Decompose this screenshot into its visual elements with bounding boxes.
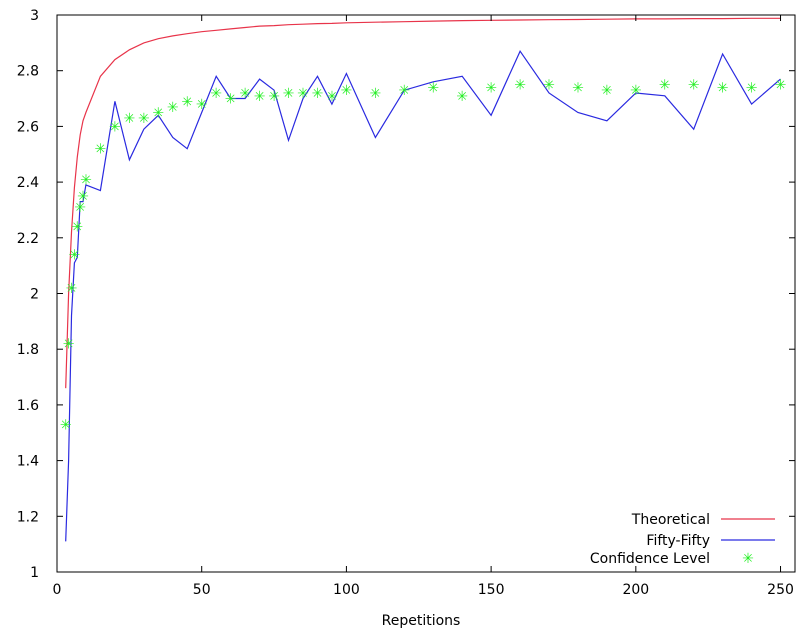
data-point-confidence-level: ✳: [77, 189, 89, 205]
data-point-confidence-level: ✳: [398, 83, 410, 99]
x-tick-label: 50: [193, 582, 211, 598]
legend: Theoretical Fifty-Fifty Confidence Level ✳: [590, 512, 775, 567]
x-tick-label: 0: [53, 582, 62, 598]
y-tick-label: 1.6: [17, 398, 39, 414]
plot-frame: [56, 14, 796, 573]
y-tick-label: 1.2: [17, 509, 39, 525]
legend-label: Confidence Level: [590, 551, 710, 567]
data-point-confidence-level: ✳: [196, 97, 208, 113]
data-point-confidence-level: ✳: [514, 78, 526, 94]
legend-label: Fifty-Fifty: [646, 533, 710, 549]
data-point-confidence-level: ✳: [543, 78, 555, 94]
data-point-confidence-level: ✳: [71, 220, 83, 236]
data-point-confidence-level: ✳: [66, 281, 78, 297]
data-point-confidence-level: ✳: [95, 142, 107, 158]
series-line-theoretical: [65, 17, 781, 389]
data-point-confidence-level: ✳: [74, 200, 86, 216]
data-point-confidence-level: ✳: [746, 80, 758, 96]
data-point-confidence-level: ✳: [326, 89, 338, 105]
data-point-confidence-level: ✳: [659, 78, 671, 94]
legend-label: Theoretical: [631, 512, 710, 528]
data-point-confidence-level: ✳: [312, 86, 324, 102]
x-axis-title: Repetitions: [382, 613, 461, 629]
data-point-confidence-level: ✳: [268, 89, 280, 105]
x-tick-label: 150: [478, 582, 505, 598]
data-point-confidence-level: ✳: [254, 89, 266, 105]
data-point-confidence-level: ✳: [239, 86, 251, 102]
y-tick-label: 2.2: [17, 231, 39, 247]
data-point-confidence-level: ✳: [572, 80, 584, 96]
data-point-confidence-level: ✳: [297, 86, 309, 102]
data-point-confidence-level: ✳: [60, 417, 72, 433]
series-line-fifty-fifty: [65, 49, 781, 542]
data-point-confidence-level: ✳: [283, 86, 295, 102]
data-point-confidence-level: ✳: [167, 100, 179, 116]
data-point-confidence-level: ✳: [456, 89, 468, 105]
data-point-confidence-level: ✳: [630, 83, 642, 99]
x-tick-label: 100: [333, 582, 360, 598]
data-point-confidence-level: ✳: [341, 83, 353, 99]
data-point-confidence-level: ✳: [138, 111, 150, 127]
data-point-confidence-level: ✳: [68, 248, 80, 264]
series-layer: ✳✳✳✳✳✳✳✳✳✳✳ ✳ ✳ ✳ ✳ ✳✳ ✳ ✳ ✳ ✳ ✳ ✳ ✳ ✳ ✳ ✳ ✳ ✳✳✳ ✳ ✳ ✳ ✳ ✳ ✳ ✳ ✳ ✳…: [60, 17, 787, 542]
data-point-confidence-level: ✳: [123, 111, 135, 127]
data-point-confidence-level: ✳: [80, 172, 92, 188]
data-point-confidence-level: ✳: [717, 80, 729, 96]
y-tick-label: 2.4: [17, 175, 39, 191]
data-point-confidence-level: ✳: [369, 86, 381, 102]
y-tick-label: 1.4: [17, 454, 39, 470]
y-tick-label: 2: [30, 287, 39, 303]
data-point-confidence-level: ✳: [775, 78, 787, 94]
data-point-confidence-level: ✳: [688, 78, 700, 94]
x-tick-label: 250: [767, 582, 794, 598]
data-point-confidence-level: ✳: [601, 83, 613, 99]
y-tick-label: 2.8: [17, 64, 39, 80]
data-point-confidence-level: ✳: [210, 86, 222, 102]
y-tick-label: 3: [30, 8, 39, 24]
data-point-confidence-level: ✳: [152, 105, 164, 121]
ticks-layer: 0 50 100 150 200 250 1 1.2 1.4 1.6 1.8 2 2.2 2.4 2.6 2.…: [17, 8, 795, 598]
data-point-confidence-level: ✳: [109, 119, 121, 135]
data-point-confidence-level: ✳: [181, 94, 193, 110]
y-tick-label: 2.6: [17, 119, 39, 135]
data-point-confidence-level: ✳: [225, 92, 237, 108]
y-tick-label: 1: [30, 565, 39, 581]
data-point-confidence-level: ✳: [63, 337, 75, 353]
data-point-confidence-level: ✳: [485, 80, 497, 96]
x-tick-label: 200: [622, 582, 649, 598]
legend-swatch: ✳: [742, 551, 754, 567]
y-tick-label: 1.8: [17, 342, 39, 358]
data-point-confidence-level: ✳: [427, 80, 439, 96]
